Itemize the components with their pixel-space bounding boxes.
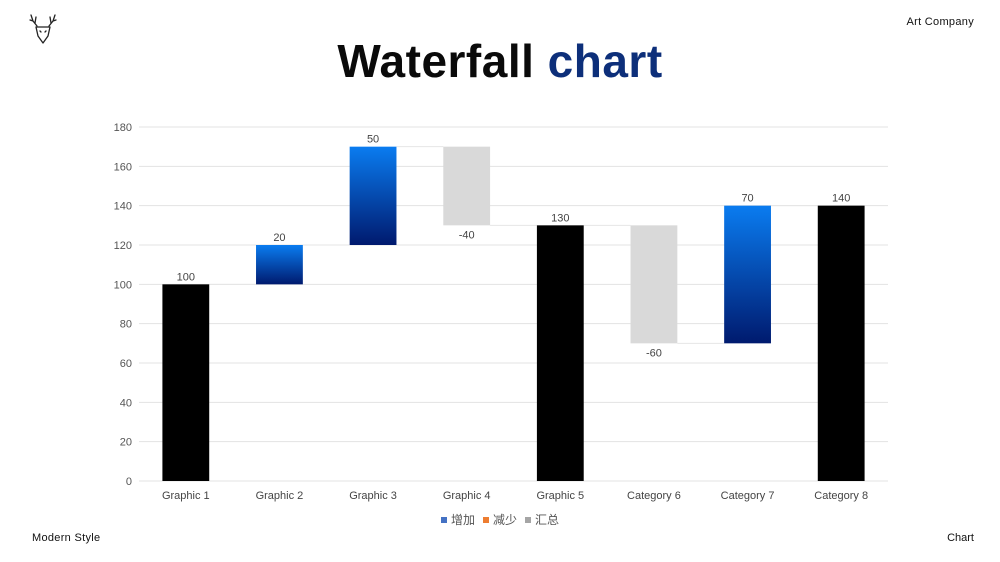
x-tick-label: Category 7 [721,490,775,502]
company-name: Art Company [906,16,974,28]
legend-item: 增加 [440,511,475,528]
legend-label: 减少 [492,513,517,527]
bar-2 [256,245,303,285]
deer-logo-icon [29,14,57,44]
y-tick-label: 20 [120,437,132,449]
title-part-1: Waterfall [337,35,535,87]
bar-7 [724,205,771,344]
y-tick-label: 120 [114,240,132,252]
footer-chart-label: Chart [947,532,974,544]
data-label: -60 [646,347,662,359]
y-tick-label: 0 [126,476,132,488]
x-tick-label: Graphic 4 [443,490,491,502]
legend-swatch [440,517,447,523]
y-tick-label: 180 [114,122,132,134]
data-label: 100 [177,271,195,283]
data-label: 130 [551,212,569,224]
legend-label: 增加 [450,513,475,527]
x-tick-label: Graphic 2 [256,490,304,502]
bar-8 [817,205,865,481]
bar-1 [162,284,210,481]
bar-3 [349,146,397,245]
data-label: -40 [459,229,475,241]
chart-legend: 增加 减少 汇总 [0,511,1000,528]
bar-4 [443,146,491,226]
bar-6 [630,225,678,344]
page-title: Waterfall chart [0,34,1000,88]
y-tick-label: 100 [114,279,132,291]
y-tick-label: 80 [120,319,132,331]
x-tick-label: Graphic 5 [536,490,584,502]
y-tick-label: 160 [114,161,132,173]
footer-style-label: Modern Style [32,532,101,544]
data-label: 20 [273,232,285,244]
y-tick-label: 60 [120,358,132,370]
legend-item: 减少 [482,511,517,528]
data-label: 70 [741,193,753,205]
legend-swatch [482,517,489,523]
legend-swatch [525,517,531,523]
x-tick-label: Graphic 3 [349,490,397,502]
y-tick-label: 140 [114,201,132,213]
data-label: 50 [367,134,379,146]
x-tick-label: Category 8 [814,490,868,502]
x-tick-label: Category 6 [627,490,681,502]
legend-label: 汇总 [535,513,560,527]
bar-5 [536,225,584,481]
data-label: 140 [832,193,850,205]
legend-item: 汇总 [525,511,559,528]
x-tick-label: Graphic 1 [162,490,210,502]
title-part-2: chart [547,35,663,87]
y-tick-label: 40 [120,397,132,409]
